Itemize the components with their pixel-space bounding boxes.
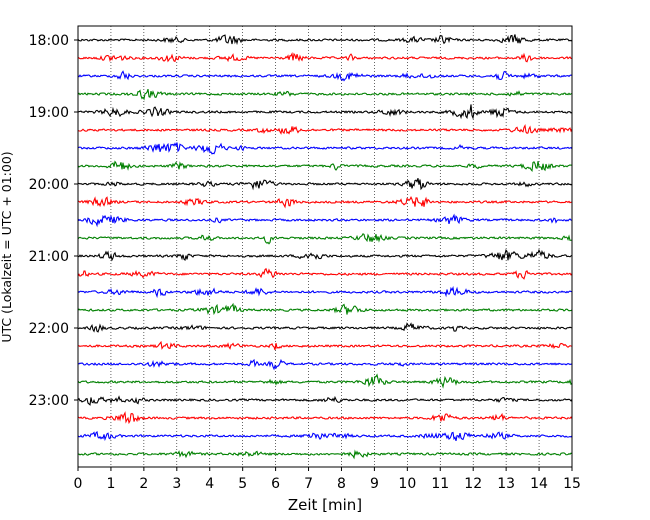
seismic-trace [77, 142, 573, 155]
x-tick-label: 10 [398, 476, 416, 492]
x-axis-label: Zeit [min] [288, 496, 362, 514]
seismic-trace [77, 285, 572, 299]
seismic-trace [77, 302, 573, 316]
seismic-trace [77, 104, 573, 120]
seismic-trace [77, 395, 573, 406]
y-tick-label: 23:00 [29, 393, 69, 409]
x-tick-label: 1 [106, 476, 115, 492]
seismic-trace [77, 70, 573, 82]
seismic-trace [77, 88, 573, 101]
x-axis-ticks: 0 1 2 3 4 5 6 7 8 9 10 11 12 13 14 15 [74, 467, 581, 492]
y-axis-label: UTC (Lokalzeit = UTC + 01:00) [0, 151, 14, 342]
x-tick-label: 8 [337, 476, 346, 492]
seismic-trace [77, 248, 573, 262]
seismic-trace [77, 124, 573, 135]
x-tick-label: 12 [464, 476, 482, 492]
seismic-trace [77, 34, 573, 46]
seismic-trace [77, 160, 573, 173]
y-tick-label: 19:00 [29, 105, 69, 121]
seismic-trace [77, 358, 573, 371]
y-tick-label: 20:00 [29, 177, 69, 193]
y-tick-label: 18:00 [29, 33, 69, 49]
x-tick-label: 13 [497, 476, 515, 492]
x-tick-label: 5 [238, 476, 247, 492]
y-tick-label: 22:00 [29, 321, 69, 337]
seismic-trace [77, 411, 573, 425]
x-tick-label: 15 [563, 476, 581, 492]
x-tick-label: 11 [431, 476, 449, 492]
x-tick-label: 14 [530, 476, 548, 492]
x-tick-label: 7 [304, 476, 313, 492]
x-tick-label: 9 [370, 476, 379, 492]
seismic-trace [77, 449, 573, 460]
x-tick-label: 0 [74, 476, 83, 492]
seismic-trace [77, 233, 573, 245]
seismic-trace [77, 322, 573, 333]
seismic-trace [77, 178, 573, 191]
plot-area [78, 26, 572, 467]
seismic-trace [77, 373, 573, 389]
seismic-trace [77, 213, 573, 228]
x-tick-label: 4 [205, 476, 214, 492]
seismic-trace [77, 430, 573, 442]
seismic-trace [77, 340, 573, 351]
seismic-trace [77, 196, 573, 209]
traces [77, 34, 573, 460]
x-tick-label: 6 [271, 476, 280, 492]
seismic-trace [77, 267, 573, 280]
x-tick-label: 2 [139, 476, 148, 492]
y-tick-label: 21:00 [29, 249, 69, 265]
x-tick-label: 3 [172, 476, 181, 492]
seismic-trace [77, 52, 573, 63]
y-axis-ticks: 18:00 19:00 20:00 21:00 22:00 23:00 [29, 33, 78, 409]
plot-frame [77, 25, 573, 468]
